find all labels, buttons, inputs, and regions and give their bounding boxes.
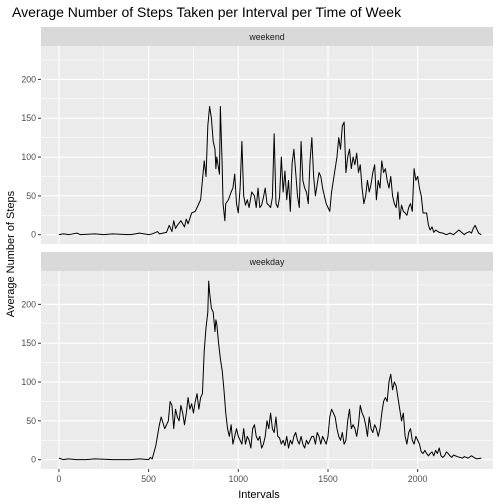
y-tick-label: 50 xyxy=(26,416,36,426)
strip-background xyxy=(41,252,493,271)
facet-weekday: weekday 0 50 100 150 200 xyxy=(21,252,493,469)
y-axis-title: Average Number of Steps xyxy=(5,190,17,317)
y-tick-label: 200 xyxy=(21,74,36,84)
strip-label: weekend xyxy=(248,32,284,42)
x-tick-label: 500 xyxy=(141,474,156,484)
y-tick-label: 50 xyxy=(26,191,36,201)
x-tick-label: 0 xyxy=(56,474,61,484)
panel-background xyxy=(41,46,493,244)
y-tick-label: 150 xyxy=(21,113,36,123)
y-tick-label: 100 xyxy=(21,377,36,387)
x-axis-title: Intervals xyxy=(238,489,280,501)
y-tick-label: 200 xyxy=(21,299,36,309)
series-line-weekend xyxy=(58,106,482,236)
x-tick-label: 1500 xyxy=(318,474,338,484)
y-tick-label: 0 xyxy=(31,455,36,465)
facet-weekend: weekend 0 50 100 150 200 xyxy=(21,27,493,244)
y-tick-label: 150 xyxy=(21,338,36,348)
x-tick-label: 1000 xyxy=(229,474,249,484)
strip-label: weekday xyxy=(249,257,285,267)
strip-background xyxy=(41,27,493,46)
y-tick-label: 100 xyxy=(21,152,36,162)
x-axis: 0 500 1000 1500 2000 xyxy=(56,469,428,484)
chart-title: Average Number of Steps Taken per Interv… xyxy=(12,4,402,20)
facet-panels: weekend 0 50 100 150 200 weekday 0 50 100 150 200 xyxy=(21,27,493,469)
y-tick-label: 0 xyxy=(31,230,36,240)
x-tick-label: 2000 xyxy=(408,474,428,484)
series-line-weekday xyxy=(58,280,482,461)
panel-background xyxy=(41,271,493,469)
